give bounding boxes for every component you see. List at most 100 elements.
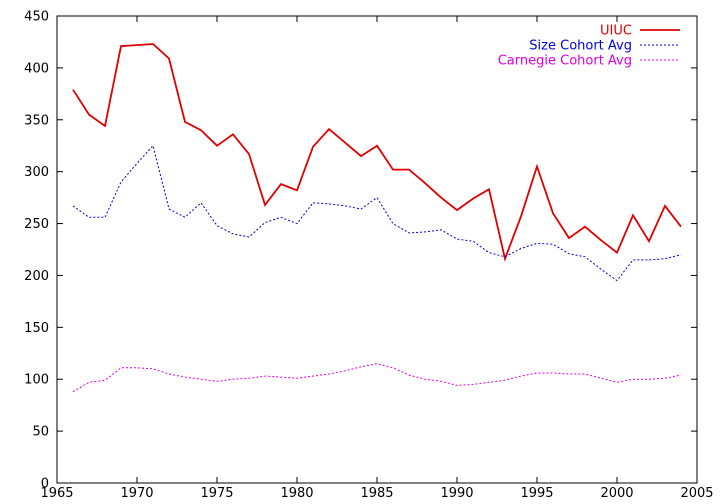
data-point (103, 216, 107, 220)
data-point (631, 377, 635, 381)
legend-label: UIUC (600, 24, 632, 39)
data-point (359, 207, 363, 211)
data-point (679, 253, 683, 257)
y-tick-label: 400 (24, 61, 49, 76)
data-point (359, 365, 363, 369)
data-point (327, 202, 331, 206)
data-point (679, 225, 683, 229)
data-point (279, 182, 283, 186)
data-point (487, 188, 491, 192)
y-tick-label: 0 (41, 477, 49, 492)
plot-frame (56, 15, 698, 484)
data-point (439, 228, 443, 232)
data-point (71, 88, 75, 92)
data-point (71, 204, 75, 208)
data-point (183, 120, 187, 124)
data-point (391, 366, 395, 370)
data-point (343, 141, 347, 145)
data-point (663, 376, 667, 380)
data-point (231, 133, 235, 137)
data-point (567, 236, 571, 240)
series-line-size-cohort-avg (72, 144, 682, 282)
axes: 1965 1970 1975 1980 1985 1990 1995 2000 2005 0 50 1… (24, 10, 713, 502)
data-point (503, 378, 507, 382)
data-point (423, 230, 427, 234)
data-point (279, 216, 283, 220)
data-point (615, 381, 619, 385)
y-tick-label: 150 (24, 321, 49, 336)
data-point (599, 376, 603, 380)
x-tick-label: 1995 (520, 486, 553, 501)
x-tick-label: 2000 (600, 486, 633, 501)
data-point (263, 221, 267, 225)
data-point (247, 376, 251, 380)
series-group (71, 43, 683, 393)
data-point (375, 196, 379, 200)
data-point (199, 377, 203, 381)
data-point (167, 372, 171, 376)
data-point (679, 373, 683, 377)
data-point (135, 162, 139, 166)
data-point (471, 197, 475, 201)
data-point (215, 144, 219, 148)
data-point (215, 224, 219, 228)
data-point (311, 374, 315, 378)
data-point (199, 201, 203, 205)
data-point (119, 180, 123, 184)
data-point (439, 379, 443, 383)
data-point (279, 375, 283, 379)
legend-label: Carnegie Cohort Avg (498, 54, 632, 69)
data-point (343, 369, 347, 373)
data-point (327, 372, 331, 376)
y-tick-label: 50 (32, 425, 49, 440)
data-point (535, 371, 539, 375)
y-tick-label: 200 (24, 269, 49, 284)
data-point (551, 371, 555, 375)
data-point (183, 375, 187, 379)
data-point (455, 237, 459, 241)
data-point (375, 144, 379, 148)
data-point (519, 374, 523, 378)
data-point (663, 257, 667, 261)
data-point (455, 208, 459, 212)
data-point (231, 377, 235, 381)
data-point (423, 181, 427, 185)
y-tick-label: 100 (24, 373, 49, 388)
data-point (487, 251, 491, 255)
data-point (199, 128, 203, 132)
x-tick-label: 1965 (40, 486, 73, 501)
legend-label: Size Cohort Avg (529, 39, 632, 54)
data-point (87, 113, 91, 117)
series-line-carnegie-cohort-avg (72, 363, 682, 393)
data-point (567, 372, 571, 376)
x-tick-label: 2005 (680, 486, 713, 501)
data-point (471, 239, 475, 243)
data-point (87, 216, 91, 220)
data-point (519, 247, 523, 251)
data-point (263, 374, 267, 378)
data-point (407, 168, 411, 172)
data-point (647, 377, 651, 381)
data-point (471, 383, 475, 387)
data-point (631, 213, 635, 217)
data-point (599, 238, 603, 242)
data-point (583, 372, 587, 376)
y-tick-label: 350 (24, 113, 49, 128)
data-point (183, 216, 187, 220)
data-point (295, 222, 299, 226)
data-point (407, 231, 411, 235)
x-tick-label: 1990 (440, 486, 473, 501)
data-point (583, 225, 587, 229)
data-point (295, 376, 299, 380)
data-point (263, 203, 267, 207)
data-point (135, 43, 139, 47)
data-point (551, 243, 555, 247)
data-point (327, 127, 331, 131)
data-point (343, 204, 347, 208)
data-point (167, 207, 171, 211)
data-point (551, 211, 555, 215)
data-point (455, 384, 459, 388)
